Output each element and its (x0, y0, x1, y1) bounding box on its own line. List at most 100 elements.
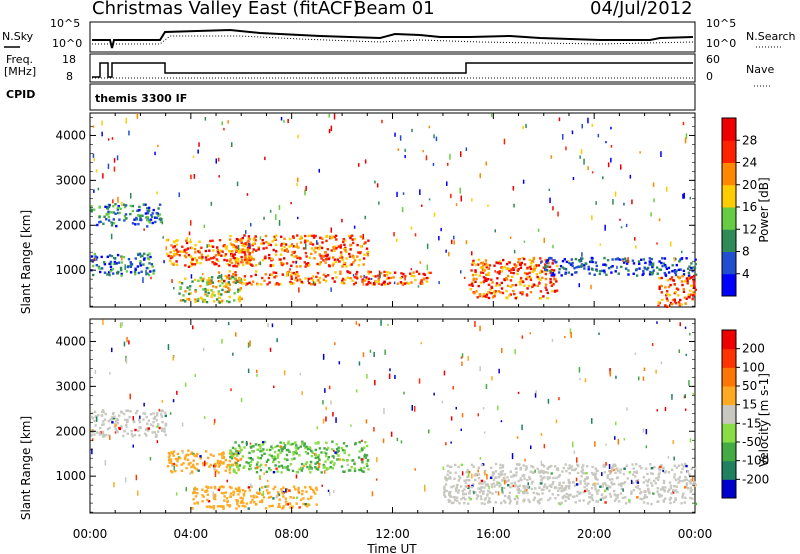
range-cell (224, 469, 227, 472)
range-cell (151, 431, 154, 434)
range-cell (184, 455, 187, 458)
range-cell (151, 424, 155, 428)
range-cell (367, 272, 371, 275)
range-cell (623, 438, 626, 441)
range-cell (667, 271, 671, 274)
range-cell (373, 283, 376, 286)
range-cell (529, 277, 532, 280)
range-cell (694, 502, 698, 506)
range-cell (306, 239, 309, 243)
range-cell (215, 262, 218, 266)
range-cell (562, 481, 565, 484)
range-cell (194, 495, 198, 498)
range-cell (693, 266, 697, 270)
range-cell (209, 281, 212, 284)
range-cell (337, 245, 340, 248)
range-cell (188, 288, 191, 291)
range-cell (314, 466, 317, 469)
range-cell (182, 299, 185, 302)
range-cell (139, 260, 142, 263)
range-cell (155, 419, 158, 422)
range-cell (559, 502, 562, 506)
range-cell (675, 485, 678, 488)
range-cell (293, 255, 296, 259)
range-cell (516, 272, 519, 276)
range-cell (129, 265, 133, 268)
range-cell (128, 130, 130, 136)
range-cell (162, 236, 164, 239)
range-cell (506, 284, 510, 288)
range-cell (311, 243, 315, 246)
range-cell (614, 494, 618, 497)
range-cell (568, 472, 571, 475)
range-cell (479, 366, 481, 372)
range-cell (413, 275, 416, 278)
range-cell (573, 450, 576, 454)
range-cell (471, 483, 475, 486)
range-cell (543, 444, 546, 449)
range-cell (474, 491, 477, 494)
range-cell (359, 468, 363, 472)
range-cell (133, 218, 136, 221)
range-cell (280, 242, 284, 246)
range-cell (294, 449, 298, 453)
range-cell (450, 486, 453, 489)
range-cell (590, 497, 594, 500)
range-cell (206, 493, 210, 496)
range-cell (620, 487, 623, 490)
range-cell (335, 417, 337, 423)
range-cell (684, 475, 687, 479)
range-cell (172, 454, 175, 457)
range-cell (109, 372, 111, 375)
range-cell (466, 475, 469, 478)
range-cell (243, 275, 247, 278)
range-cell (507, 484, 510, 487)
range-cell (414, 468, 416, 471)
range-cell (143, 228, 145, 231)
range-cell (514, 474, 518, 477)
range-cell (680, 463, 684, 466)
range-cell (361, 469, 364, 473)
range-cell (546, 467, 549, 470)
range-cell (185, 297, 189, 301)
range-cell (670, 303, 674, 306)
sparse-echoes (91, 319, 694, 498)
range-cell (443, 493, 446, 497)
range-cell (689, 478, 693, 482)
range-cell (608, 469, 611, 473)
range-cell (687, 274, 691, 277)
range-cell (269, 448, 272, 452)
range-cell (306, 505, 309, 508)
range-cell (154, 151, 156, 156)
range-cell (292, 282, 295, 285)
range-cell (244, 242, 247, 245)
range-cell (362, 352, 365, 358)
range-cell (485, 279, 488, 283)
range-cell (486, 494, 489, 497)
range-cell (597, 489, 600, 492)
range-cell (295, 471, 299, 474)
range-cell (110, 224, 114, 227)
range-cell (214, 465, 217, 468)
range-cell (282, 491, 286, 494)
range-cell (559, 265, 563, 268)
range-cell (614, 258, 617, 261)
range-cell (658, 285, 661, 288)
range-cell (217, 252, 220, 255)
range-cell (279, 445, 282, 448)
range-cell (184, 382, 187, 387)
range-cell (181, 250, 184, 254)
range-cell (178, 254, 181, 257)
range-cell (632, 272, 635, 275)
range-cell (258, 465, 261, 468)
range-cell (514, 265, 517, 269)
range-cell (650, 257, 653, 261)
range-cell (625, 223, 628, 228)
range-cell (270, 273, 273, 277)
range-cell (580, 149, 583, 155)
range-cell (382, 438, 385, 444)
range-cell (322, 254, 325, 258)
range-cell (144, 212, 148, 215)
range-cell (323, 465, 326, 468)
